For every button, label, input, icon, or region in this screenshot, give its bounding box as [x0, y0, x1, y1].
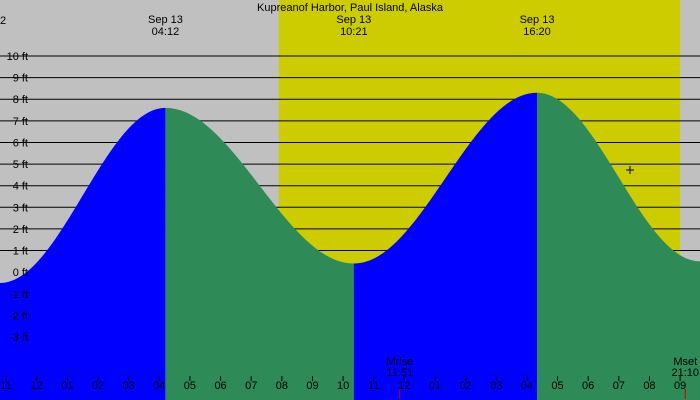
x-tick-label: 09 [674, 380, 686, 392]
y-tick-label: 2 ft [13, 224, 28, 236]
x-tick-label: 11 [0, 380, 11, 392]
x-tick-label: 05 [184, 380, 196, 392]
x-tick-label: 12 [31, 380, 43, 392]
falling-tide-area [165, 107, 354, 400]
extreme-time: 16:20 [523, 26, 551, 38]
y-tick-label: -1 ft [9, 289, 28, 301]
x-tick-label: 12 [398, 380, 410, 392]
x-tick-label: 04 [521, 380, 533, 392]
x-tick-label: 08 [643, 380, 655, 392]
chart-title: Kupreanof Harbor, Paul Island, Alaska [257, 2, 444, 14]
cursor-crosshair-icon [626, 166, 634, 174]
y-tick-label: 10 ft [7, 51, 28, 63]
y-tick-label: -3 ft [9, 332, 28, 344]
x-tick-label: 01 [429, 380, 441, 392]
x-tick-label: 05 [551, 380, 563, 392]
y-tick-label: 6 ft [13, 137, 28, 149]
x-tick-label: 10 [337, 380, 349, 392]
x-tick-label: 02 [92, 380, 104, 392]
x-tick-label: 03 [123, 380, 135, 392]
moon-event-time: 21:10 [672, 367, 700, 379]
y-tick-label: 8 ft [13, 94, 28, 106]
y-tick-label: -2 ft [9, 310, 28, 322]
x-tick-label: 08 [276, 380, 288, 392]
extreme-time: 04:12 [152, 26, 180, 38]
y-tick-label: 7 ft [13, 116, 28, 128]
y-tick-label: 9 ft [13, 73, 28, 85]
extreme-time: 10:21 [340, 26, 368, 38]
x-tick-label: 09 [306, 380, 318, 392]
x-tick-label: 06 [582, 380, 594, 392]
moon-event-time: 11:51 [386, 367, 413, 379]
moon-event-label: Mset [673, 356, 697, 368]
corner-partial-label: 2 [0, 15, 6, 27]
moon-event-label: Mrise [386, 356, 413, 368]
x-axis-ticks: 11 12 01 02 03 04 05 06 07 08 09 10 11 12 01 02 03 04 05 06… [0, 376, 686, 392]
y-axis-labels: 10 ft 9 ft 8 ft 7 ft 6 ft 5 ft 4 ft 3 ft 2 ft 1 f… [7, 51, 28, 344]
x-tick-label: 07 [613, 380, 625, 392]
y-tick-label: 5 ft [13, 159, 28, 171]
x-tick-label: 03 [490, 380, 502, 392]
x-tick-label: 06 [214, 380, 226, 392]
y-tick-label: 0 ft [13, 267, 28, 279]
tide-area [0, 92, 700, 400]
x-tick-label: 02 [460, 380, 472, 392]
x-tick-label: 04 [153, 380, 165, 392]
y-tick-label: 1 ft [13, 246, 28, 258]
extreme-date: Sep 13 [336, 14, 371, 26]
y-tick-label: 3 ft [13, 202, 28, 214]
x-tick-label: 01 [61, 380, 73, 392]
rising-tide-area [0, 107, 166, 400]
y-tick-label: 4 ft [13, 181, 28, 193]
x-tick-label: 11 [368, 380, 379, 392]
extreme-date: Sep 13 [520, 14, 555, 26]
extreme-date: Sep 13 [148, 14, 183, 26]
falling-tide-area [537, 92, 700, 400]
rising-tide-area [353, 92, 538, 400]
x-tick-label: 07 [245, 380, 257, 392]
